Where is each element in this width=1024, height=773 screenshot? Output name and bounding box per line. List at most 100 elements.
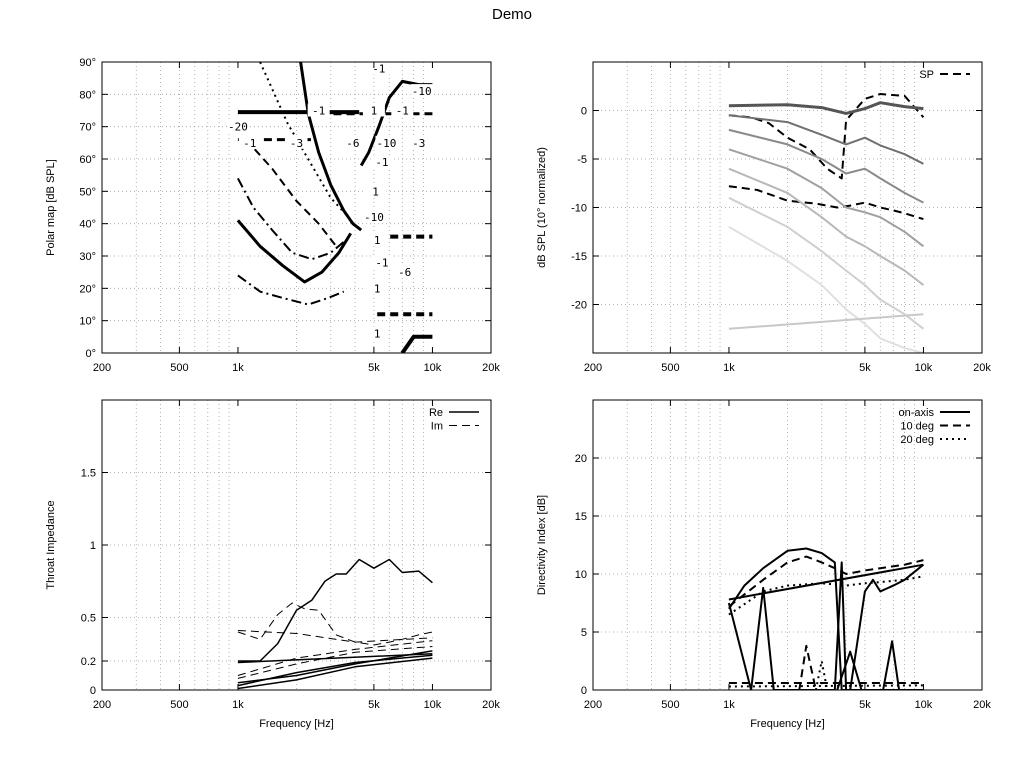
series-line-7 xyxy=(798,644,817,690)
series-line-1 xyxy=(728,563,924,601)
series-line-4 xyxy=(245,138,337,247)
series-line-6 xyxy=(237,630,433,643)
y-tick-label: 0° xyxy=(85,348,96,360)
plot-frame xyxy=(101,61,492,354)
y-axis-label: Directivity Index [dB] xyxy=(536,495,548,595)
x-tick-label: 20k xyxy=(482,699,500,711)
contour-label: -1 xyxy=(243,137,256,150)
x-tick-label: 20k xyxy=(973,699,991,711)
x-tick-label: 500 xyxy=(661,699,679,711)
series-line-0 xyxy=(728,547,925,690)
x-tick-label: 500 xyxy=(170,699,188,711)
annotation-bg xyxy=(366,281,389,295)
contour-label: -1 xyxy=(375,156,388,169)
series-line-0 xyxy=(237,558,433,662)
series-line-3 xyxy=(237,657,433,690)
series-line-10 xyxy=(814,660,829,690)
x-tick-label: 1k xyxy=(232,362,244,374)
x-tick-label: 500 xyxy=(170,362,188,374)
plot-frame xyxy=(592,399,983,691)
x-tick-label: 200 xyxy=(584,362,602,374)
series-line-5 xyxy=(728,555,924,608)
x-tick-label: 20k xyxy=(973,362,991,374)
series-line-5 xyxy=(728,148,925,248)
y-tick-label: -20 xyxy=(571,300,587,312)
x-tick-label: 200 xyxy=(93,362,111,374)
contour-label: -1 xyxy=(312,105,325,118)
series-line-2 xyxy=(237,654,433,687)
contour-label: -3 xyxy=(412,137,425,150)
series-group xyxy=(237,558,433,690)
x-tick-label: 1k xyxy=(723,362,735,374)
contour-label: -6 xyxy=(398,266,411,279)
annotation-bg xyxy=(410,84,433,98)
x-axis-label: Frequency [Hz] xyxy=(259,718,334,730)
annotation-bg xyxy=(226,119,249,133)
y-tick-label: 1 xyxy=(90,540,96,552)
annotation-bg xyxy=(375,135,398,149)
y-tick-label: 20° xyxy=(79,283,96,295)
legend-label: Re xyxy=(429,407,443,419)
y-tick-label: 90° xyxy=(79,57,96,69)
contour-label: -20 xyxy=(228,121,248,134)
annotation-bg xyxy=(391,103,414,117)
contour-label: 1 xyxy=(374,234,381,247)
series-line-6 xyxy=(728,167,925,286)
x-tick-label: 5k xyxy=(368,362,380,374)
contour-label: -10 xyxy=(376,137,396,150)
y-tick-label: 50° xyxy=(79,186,96,198)
y-tick-label: -5 xyxy=(577,154,587,166)
y-axis-label: Polar map [dB SPL] xyxy=(45,159,57,256)
x-tick-label: 20k xyxy=(482,362,500,374)
legend-label: 20 deg xyxy=(900,434,934,446)
series-line-7 xyxy=(237,646,433,679)
x-tick-label: 10k xyxy=(915,362,933,374)
annotation-bg xyxy=(370,155,393,169)
x-tick-label: 500 xyxy=(661,362,679,374)
y-tick-label: 30° xyxy=(79,251,96,263)
figure-title: Demo xyxy=(491,6,532,23)
series-line-9 xyxy=(728,313,924,330)
series-line-8 xyxy=(728,575,924,616)
series-line-12 xyxy=(400,334,433,353)
y-tick-label: 10 xyxy=(575,569,587,581)
y-tick-label: 20 xyxy=(575,453,587,465)
contour-label: -1 xyxy=(396,105,409,118)
annotation-bg xyxy=(367,61,390,75)
contour-label: -3 xyxy=(290,137,303,150)
x-tick-label: 5k xyxy=(859,699,871,711)
series-line-1 xyxy=(728,93,925,180)
y-tick-label: -15 xyxy=(571,251,587,263)
y-tick-label: 40° xyxy=(79,219,96,231)
y-tick-label: 5 xyxy=(581,627,587,639)
contour-label: -10 xyxy=(364,211,384,224)
series-line-3 xyxy=(237,177,347,261)
legend-label: Im xyxy=(431,421,443,433)
annotation-bg xyxy=(407,135,430,149)
series-group xyxy=(727,547,925,690)
y-tick-label: 0 xyxy=(581,685,587,697)
series-line-2 xyxy=(728,101,924,115)
y-tick-label: 70° xyxy=(79,122,96,134)
y-tick-label: 1.5 xyxy=(81,468,96,480)
y-tick-label: 10° xyxy=(79,316,96,328)
series-line-8 xyxy=(728,226,924,353)
x-tick-label: 5k xyxy=(859,362,871,374)
x-axis-label: Frequency [Hz] xyxy=(750,718,825,730)
series-line-0 xyxy=(236,219,352,284)
contour-label: 1 xyxy=(372,185,379,198)
contour-label: 1 xyxy=(371,105,378,118)
x-tick-label: 200 xyxy=(584,699,602,711)
x-tick-label: 5k xyxy=(368,699,380,711)
series-line-1 xyxy=(237,653,433,664)
annotation-bg xyxy=(362,210,385,224)
panel-throat-impedance: 200 500 1k 5k 10k 20k 0 0.2 0.5 1 1.5 Frequency [Hz… xyxy=(45,399,500,730)
x-tick-label: 1k xyxy=(232,699,244,711)
contour-label: 1 xyxy=(374,282,381,295)
y-tick-label: 0.5 xyxy=(81,613,96,625)
y-tick-label: 80° xyxy=(79,89,96,101)
y-tick-label: -10 xyxy=(571,203,587,215)
contour-label: 1 xyxy=(374,328,381,341)
series-line-4 xyxy=(237,650,433,684)
